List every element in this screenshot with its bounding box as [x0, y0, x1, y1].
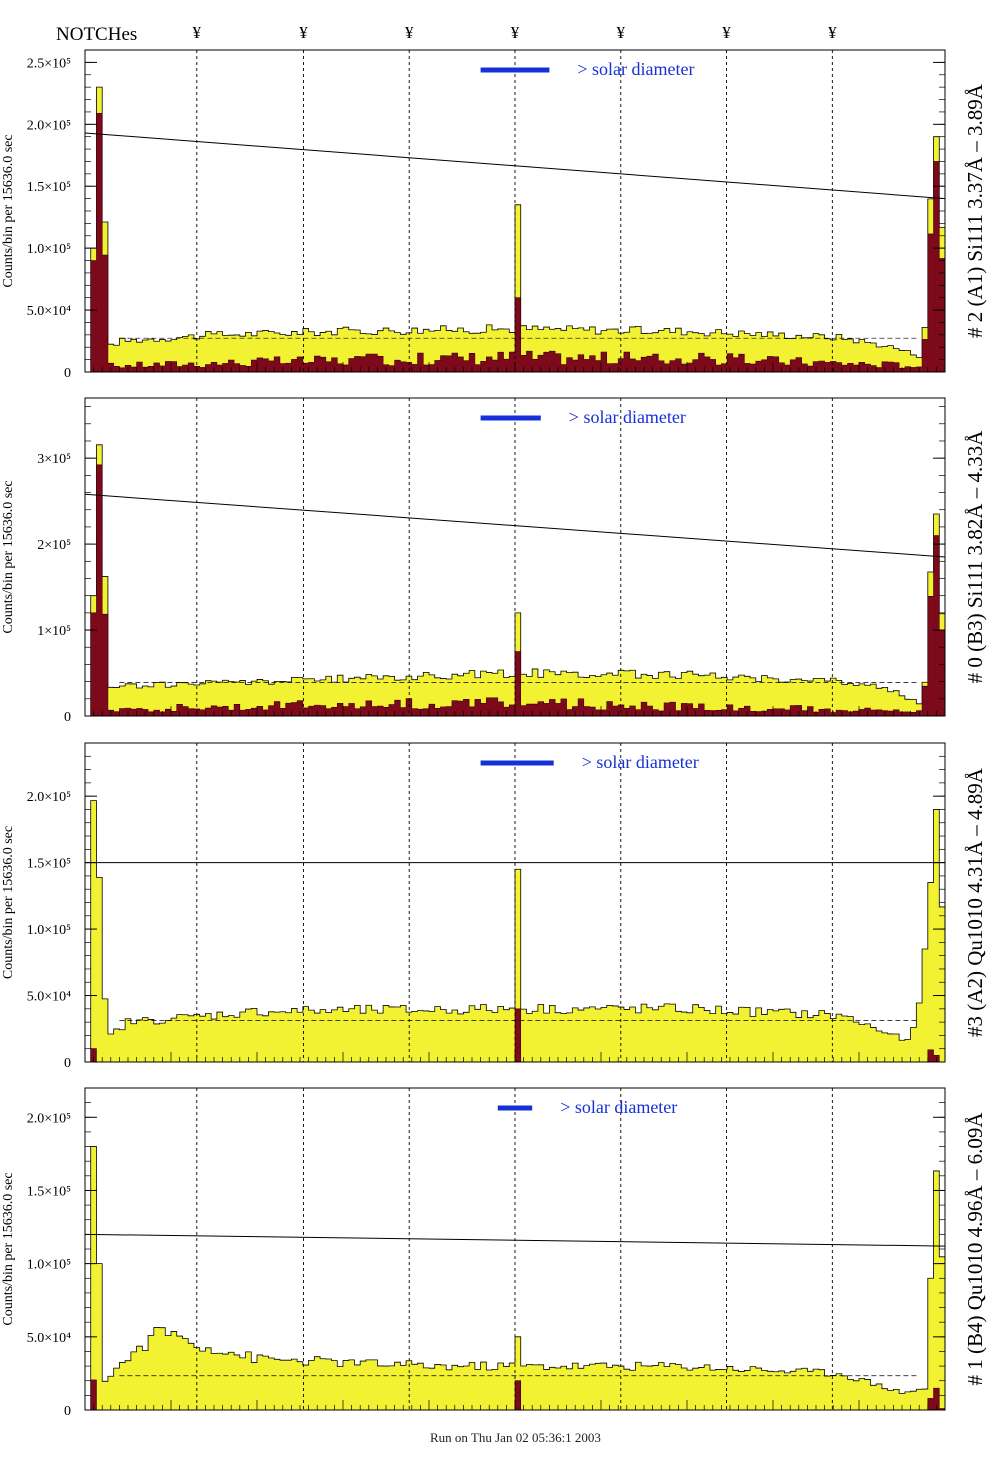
histogram-fill — [85, 86, 946, 373]
panel-title: # 0 (B3) Si111 3.82Å – 4.33Å — [963, 430, 987, 684]
y-tick-label: 1.0×10⁵ — [27, 242, 71, 257]
y-tick-label: 2.0×10⁵ — [27, 118, 71, 133]
panel-title: # 1 (B4) Qu1010 4.96Å – 6.09Å — [963, 1112, 987, 1386]
trend-line — [84, 493, 946, 558]
y-axis-label: Counts/bin per 15636.0 sec — [1, 134, 16, 287]
legend-label: > solar diameter — [582, 752, 699, 772]
legend-label: > solar diameter — [569, 407, 686, 427]
y-axis-label: Counts/bin per 15636.0 sec — [1, 826, 16, 979]
legend-label: > solar diameter — [577, 59, 694, 79]
y-tick-label: 0 — [64, 1056, 71, 1071]
y-tick-label: 3×10⁵ — [37, 452, 71, 467]
chart-panel: 0 5.0×10⁴ 1.0×10⁵ 1.5×10⁵ 2.0×10⁵ 2.5×10⁵ Coun… — [1, 49, 987, 381]
y-tick-label: 1.5×10⁵ — [27, 857, 71, 872]
y-tick-label: 1.0×10⁵ — [27, 1258, 71, 1273]
y-tick-label: 2.5×10⁵ — [27, 56, 71, 71]
y-tick-label: 0 — [64, 1404, 71, 1419]
notch-symbol: ¥ — [405, 23, 414, 42]
y-tick-label: 5.0×10⁴ — [27, 990, 71, 1005]
trend-line — [84, 132, 946, 200]
panel-title: #3 (A2) Qu1010 4.31Å – 4.89Å — [963, 767, 987, 1037]
y-tick-label: 1×10⁵ — [37, 624, 71, 639]
y-tick-label: 2×10⁵ — [37, 538, 71, 553]
notch-symbol: ¥ — [617, 23, 626, 42]
y-tick-label: 2.0×10⁵ — [27, 790, 71, 805]
panel-title: # 2 (A1) Si111 3.37Å – 3.89Å — [963, 83, 987, 338]
footer-timestamp: Run on Thu Jan 02 05:36:1 2003 — [430, 1430, 601, 1445]
y-axis-label: Counts/bin per 15636.0 sec — [1, 480, 16, 633]
notch-symbols: ¥ ¥ ¥ ¥ ¥ ¥ ¥ — [193, 23, 838, 42]
y-tick-label: 5.0×10⁴ — [27, 304, 71, 319]
y-tick-label: 5.0×10⁴ — [27, 1331, 71, 1346]
chart-panel: 0 5.0×10⁴ 1.0×10⁵ 1.5×10⁵ 2.0×10⁵ Counts/bin … — [1, 742, 987, 1071]
y-tick-label: 1.5×10⁵ — [27, 180, 71, 195]
histogram-dark — [85, 464, 946, 717]
notches-label: NOTCHes — [56, 24, 137, 45]
chart-panel: 0 1×10⁵ 2×10⁵ 3×10⁵ Counts/bin per 15636.0 s… — [1, 397, 987, 725]
y-tick-label: 1.0×10⁵ — [27, 923, 71, 938]
notch-symbol: ¥ — [193, 23, 202, 42]
y-tick-label: 0 — [64, 710, 71, 725]
y-tick-label: 0 — [64, 366, 71, 381]
y-tick-label: 1.5×10⁵ — [27, 1184, 71, 1199]
chart-panel: 0 5.0×10⁴ 1.0×10⁵ 1.5×10⁵ 2.0×10⁵ Counts/bin … — [1, 1087, 987, 1419]
legend-label: > solar diameter — [560, 1097, 677, 1117]
y-axis-label: Counts/bin per 15636.0 sec — [1, 1172, 16, 1325]
notch-symbol: ¥ — [828, 23, 837, 42]
notch-symbol: ¥ — [722, 23, 731, 42]
notch-symbol: ¥ — [511, 23, 520, 42]
histogram-fill — [85, 1146, 946, 1411]
y-tick-label: 2.0×10⁵ — [27, 1111, 71, 1126]
notch-symbol: ¥ — [299, 23, 308, 42]
trend-line — [84, 1233, 946, 1247]
panels: 0 5.0×10⁴ 1.0×10⁵ 1.5×10⁵ 2.0×10⁵ 2.5×10⁵ Coun… — [1, 49, 987, 1419]
